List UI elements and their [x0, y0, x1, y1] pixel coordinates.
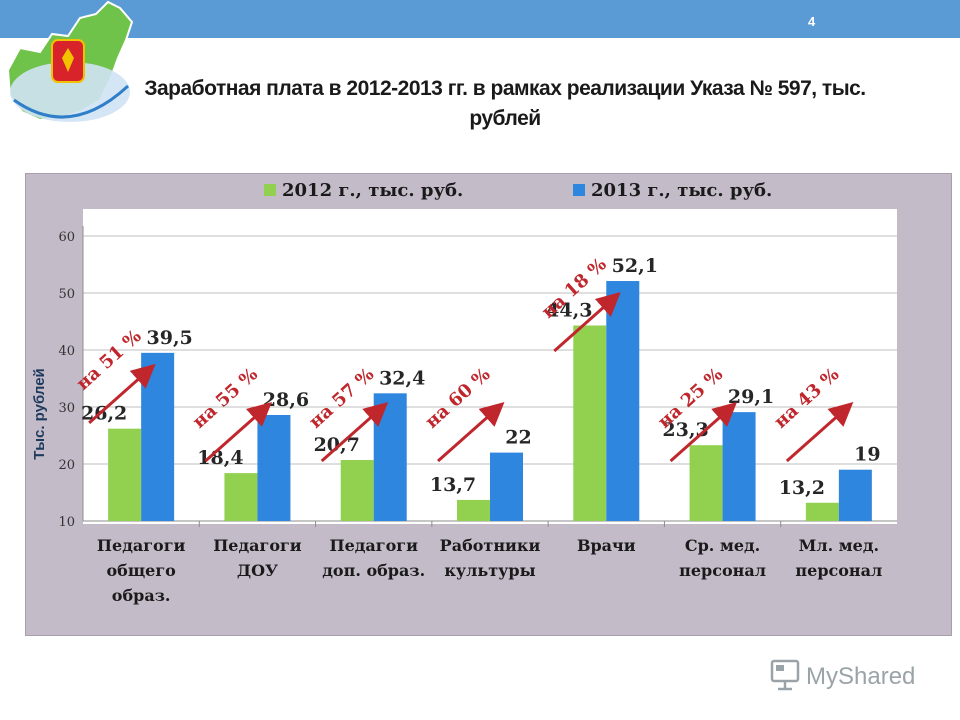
- growth-arrow: [88, 363, 156, 424]
- x-tick-label: общего: [106, 561, 176, 580]
- x-axis-labels: Педагоги общего образ. Педагоги ДОУ Педагоги д…: [97, 536, 882, 605]
- bars: 26,239,518,428,620,732,413,72244,352,123…: [81, 255, 881, 527]
- slide-title: Заработная плата в 2012-2013 гг. в рамка…: [144, 77, 866, 130]
- bar-value-label: 44,3: [546, 299, 592, 321]
- bar-2012: [805, 502, 839, 521]
- bar-value-label: 52,1: [612, 255, 658, 277]
- x-tick-label: Педагоги: [213, 536, 302, 555]
- top-bar: [0, 0, 960, 38]
- bar-2013: [490, 452, 523, 521]
- bar-2013: [141, 352, 175, 521]
- legend-label: 2013 г., тыс. руб.: [591, 180, 772, 201]
- bar-2013: [606, 281, 640, 521]
- myshared-watermark: MyShared: [770, 659, 915, 691]
- x-tick-label: Педагоги: [97, 536, 186, 555]
- growth-arrow: [785, 402, 854, 463]
- x-tick-label: Ср. мед.: [685, 536, 760, 555]
- legend-label: 2012 г., тыс. руб.: [282, 180, 463, 201]
- y-tick-label: 60: [58, 230, 75, 245]
- y-tick-label: 40: [58, 344, 75, 359]
- x-tick-label: культуры: [444, 561, 535, 580]
- bar-2013: [722, 412, 756, 521]
- x-tick-label: персонал: [795, 561, 882, 580]
- y-tick-label: 20: [58, 458, 75, 473]
- growth-arrow: [204, 402, 272, 463]
- bar-value-label: 19: [854, 444, 880, 466]
- growth-arrow: [320, 402, 389, 463]
- bar-2013: [838, 469, 872, 521]
- legend: 2012 г., тыс. руб. 2013 г., тыс. руб.: [264, 180, 772, 201]
- chart-panel: 10 20 30 40 50 60 26,2 39,5 18,4 28,6 20,7 32,4 13,…: [25, 173, 952, 636]
- legend-swatch: [264, 184, 276, 196]
- ministry-logo: [6, 0, 134, 122]
- y-axis-title: Тыс. рублей: [31, 368, 48, 460]
- growth-arrow: [437, 402, 505, 463]
- bar-2012: [689, 445, 723, 521]
- y-tick-label: 50: [58, 287, 75, 302]
- x-tick-label: персонал: [679, 561, 766, 580]
- watermark-text: MyShared: [806, 663, 915, 690]
- bar-value-label: 28,6: [263, 389, 309, 411]
- x-tick-label: доп. образ.: [322, 561, 425, 580]
- bar-value-label: 29,1: [728, 386, 774, 408]
- bar-value-label: 39,5: [147, 327, 193, 349]
- presentation-icon: [770, 659, 800, 691]
- bar-value-label: 20,7: [314, 434, 360, 456]
- page-number: 4: [808, 14, 816, 29]
- bar-value-label: 13,7: [430, 474, 476, 496]
- bar-value-label: 13,2: [779, 477, 825, 499]
- growth-arrow: [553, 292, 621, 353]
- bar-value-label: 26,2: [81, 403, 127, 425]
- bar-2012: [224, 473, 258, 521]
- x-tick-label: Педагоги: [329, 536, 418, 555]
- x-tick-label: Работники: [440, 536, 541, 555]
- bar-value-label: 18,4: [197, 447, 243, 469]
- bar-value-label: 32,4: [379, 367, 425, 389]
- bar-2013: [257, 414, 291, 521]
- x-tick-label: ДОУ: [237, 561, 278, 580]
- bar-2012: [108, 428, 142, 521]
- bar-2012: [457, 499, 490, 521]
- legend-swatch: [573, 184, 585, 196]
- x-tick-label: Врачи: [577, 536, 636, 555]
- y-tick-label: 10: [58, 515, 75, 530]
- x-tick-label: образ.: [112, 586, 171, 605]
- y-tick-label: 30: [58, 401, 75, 416]
- bar-2012: [340, 460, 374, 521]
- bar-value-label: 22: [505, 427, 531, 449]
- growth-arrow: [669, 402, 738, 463]
- bar-chart: 10 20 30 40 50 60 26,2 39,5 18,4 28,6 20,7 32,4 13,…: [31, 180, 897, 605]
- bar-2012: [573, 325, 607, 521]
- x-tick-label: Мл. мед.: [799, 536, 879, 555]
